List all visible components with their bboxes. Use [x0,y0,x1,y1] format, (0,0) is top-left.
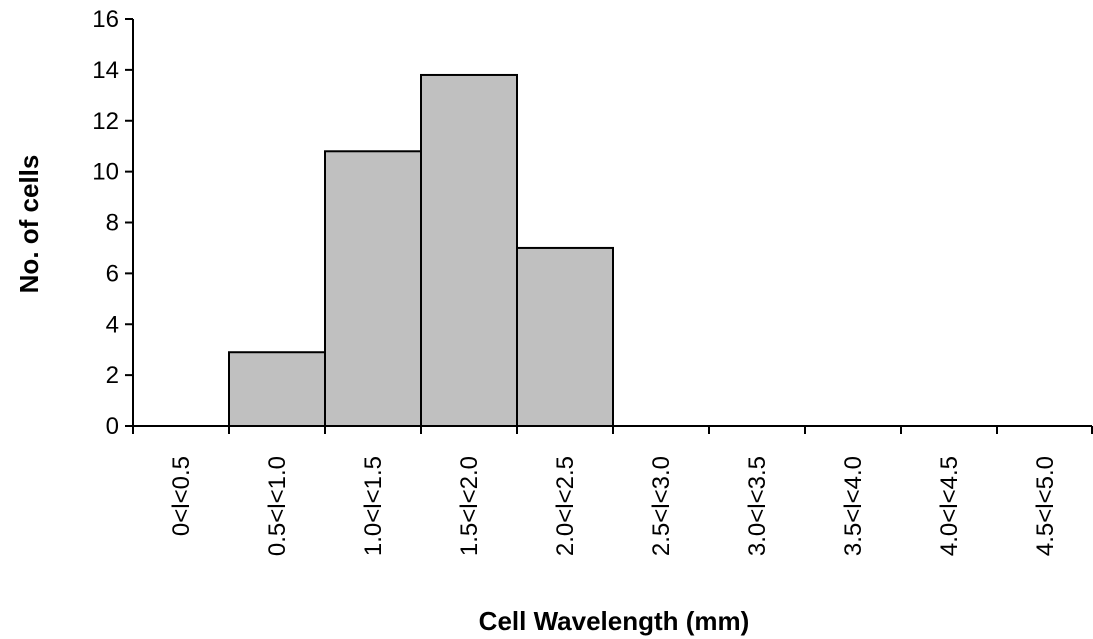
y-tick-label-4: 8 [106,210,119,237]
y-tick-label-7: 14 [92,57,119,84]
x-axis-title: Cell Wavelength (mm) [479,606,750,636]
y-tick-label-0: 0 [106,413,119,440]
y-axis-title: No. of cells [14,155,44,294]
bar-1 [228,351,326,428]
y-tick-label-3: 6 [106,260,119,287]
bar-4 [516,246,614,427]
x-tick-label-9: 4.5<l<5.0 [1032,456,1059,556]
y-tick-label-1: 2 [106,362,119,389]
x-tick-label-8: 4.0<l<4.5 [936,456,963,556]
x-tick-label-5: 2.5<l<3.0 [648,456,675,556]
y-tick-label-6: 12 [92,108,119,135]
y-tick-label-5: 10 [92,159,119,186]
x-tick-label-6: 3.0<l<3.5 [744,456,771,556]
x-tick-label-0: 0<l<0.5 [168,456,195,536]
x-tick-label-3: 1.5<l<2.0 [456,456,483,556]
x-tick-label-7: 3.5<l<4.0 [840,456,867,556]
x-tick-label-1: 0.5<l<1.0 [264,456,291,556]
y-tick-label-8: 16 [92,6,119,33]
bar-2 [324,150,422,427]
x-tick-label-2: 1.0<l<1.5 [360,456,387,556]
x-axis: 0<l<0.5 0.5<l<1.0 1.0<l<1.5 1.5<l<2.0 2.0<l<… [132,425,1093,556]
y-tick-label-2: 4 [106,311,119,338]
x-tick-label-4: 2.0<l<2.5 [552,456,579,556]
y-axis: 0 2 4 6 8 10 12 14 16 [92,6,134,440]
bars-group [228,73,614,428]
bar-3 [420,73,518,428]
